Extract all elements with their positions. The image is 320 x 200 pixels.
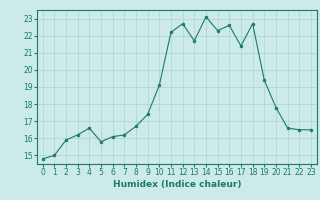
X-axis label: Humidex (Indice chaleur): Humidex (Indice chaleur): [113, 180, 241, 189]
